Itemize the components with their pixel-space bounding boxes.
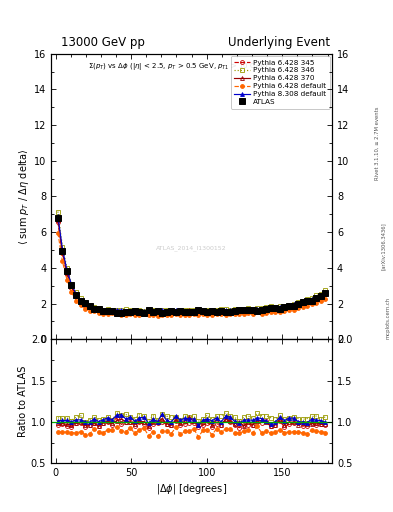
Pythia 6.428 346 <box>146 307 151 313</box>
ATLAS <box>228 309 233 315</box>
Pythia 6.428 346 <box>323 287 328 293</box>
Pythia 6.428 346 <box>141 308 146 314</box>
Line: Pythia 8.308 default: Pythia 8.308 default <box>56 214 327 313</box>
Pythia 6.428 370 <box>123 309 128 315</box>
Pythia 6.428 346 <box>123 306 128 312</box>
Pythia 6.428 370 <box>55 217 60 223</box>
Pythia 6.428 370 <box>101 308 106 314</box>
Pythia 6.428 default <box>323 295 328 302</box>
X-axis label: $|\Delta \phi|$ [degrees]: $|\Delta \phi|$ [degrees] <box>156 482 227 497</box>
Pythia 6.428 370 <box>146 309 151 315</box>
Pythia 6.428 345 <box>146 309 151 315</box>
Line: Pythia 6.428 default: Pythia 6.428 default <box>56 231 327 318</box>
Pythia 8.308 default <box>141 308 146 314</box>
Pythia 6.428 370 <box>323 291 328 297</box>
Pythia 6.428 default <box>141 311 146 317</box>
Pythia 6.428 346 <box>228 307 233 313</box>
Pythia 8.308 default <box>323 290 328 296</box>
Line: Pythia 6.428 346: Pythia 6.428 346 <box>56 209 327 313</box>
Pythia 8.308 default <box>228 307 233 313</box>
Pythia 8.308 default <box>132 308 137 314</box>
Pythia 6.428 345 <box>128 309 133 315</box>
ATLAS <box>137 309 142 315</box>
Pythia 6.428 345 <box>101 308 106 314</box>
Pythia 8.308 default <box>101 307 106 313</box>
ATLAS <box>114 309 119 315</box>
Line: Pythia 6.428 370: Pythia 6.428 370 <box>56 218 327 314</box>
ATLAS <box>323 290 328 296</box>
ATLAS <box>55 215 60 221</box>
ATLAS <box>146 307 151 313</box>
Text: 13000 GeV pp: 13000 GeV pp <box>61 36 145 49</box>
Text: $\Sigma(p_T)$ vs $\Delta\phi$ ($|\eta|$ < 2.5, $p_T$ > 0.5 GeV, $p_{T1}$ > 10 Ge: $\Sigma(p_T)$ vs $\Delta\phi$ ($|\eta|$ … <box>88 61 268 72</box>
Pythia 6.428 default <box>146 312 151 318</box>
Pythia 6.428 default <box>228 311 233 317</box>
Pythia 6.428 370 <box>164 309 169 315</box>
Pythia 8.308 default <box>123 308 128 314</box>
Text: ATLAS_2014_I1300152: ATLAS_2014_I1300152 <box>156 245 227 251</box>
Legend: Pythia 6.428 345, Pythia 6.428 346, Pythia 6.428 370, Pythia 6.428 default, Pyth: Pythia 6.428 345, Pythia 6.428 346, Pyth… <box>231 56 330 109</box>
Pythia 6.428 346 <box>155 308 160 314</box>
Line: ATLAS: ATLAS <box>55 215 328 315</box>
Pythia 6.428 346 <box>132 307 137 313</box>
Pythia 6.428 345 <box>228 309 233 315</box>
Pythia 6.428 default <box>55 230 60 236</box>
ATLAS <box>128 309 133 315</box>
ATLAS <box>151 309 155 315</box>
Pythia 6.428 346 <box>101 307 106 313</box>
Y-axis label: $\langle$ sum $p_T$ / $\Delta\eta$ delta$\rangle$: $\langle$ sum $p_T$ / $\Delta\eta$ delta… <box>17 148 31 245</box>
Pythia 6.428 default <box>155 313 160 319</box>
Pythia 6.428 345 <box>323 291 328 297</box>
Pythia 6.428 370 <box>132 309 137 315</box>
Pythia 8.308 default <box>55 213 60 219</box>
Y-axis label: Ratio to ATLAS: Ratio to ATLAS <box>18 366 28 437</box>
Pythia 6.428 345 <box>137 309 142 315</box>
Pythia 6.428 default <box>132 312 137 318</box>
Pythia 8.308 default <box>169 308 174 314</box>
ATLAS <box>101 308 106 314</box>
Pythia 6.428 346 <box>55 208 60 215</box>
Pythia 6.428 345 <box>151 309 155 315</box>
Pythia 6.428 345 <box>119 310 124 316</box>
Pythia 6.428 345 <box>55 219 60 225</box>
Line: Pythia 6.428 345: Pythia 6.428 345 <box>56 220 327 315</box>
Pythia 6.428 default <box>123 312 128 318</box>
Text: Underlying Event: Underlying Event <box>228 36 330 49</box>
Pythia 8.308 default <box>146 308 151 314</box>
Text: mcplots.cern.ch: mcplots.cern.ch <box>386 296 391 338</box>
Pythia 6.428 370 <box>141 309 146 315</box>
Pythia 6.428 default <box>101 311 106 317</box>
Pythia 6.428 370 <box>228 308 233 314</box>
Text: [arXiv:1306.3436]: [arXiv:1306.3436] <box>381 222 386 270</box>
Text: Rivet 3.1.10, ≥ 2.7M events: Rivet 3.1.10, ≥ 2.7M events <box>375 106 380 180</box>
